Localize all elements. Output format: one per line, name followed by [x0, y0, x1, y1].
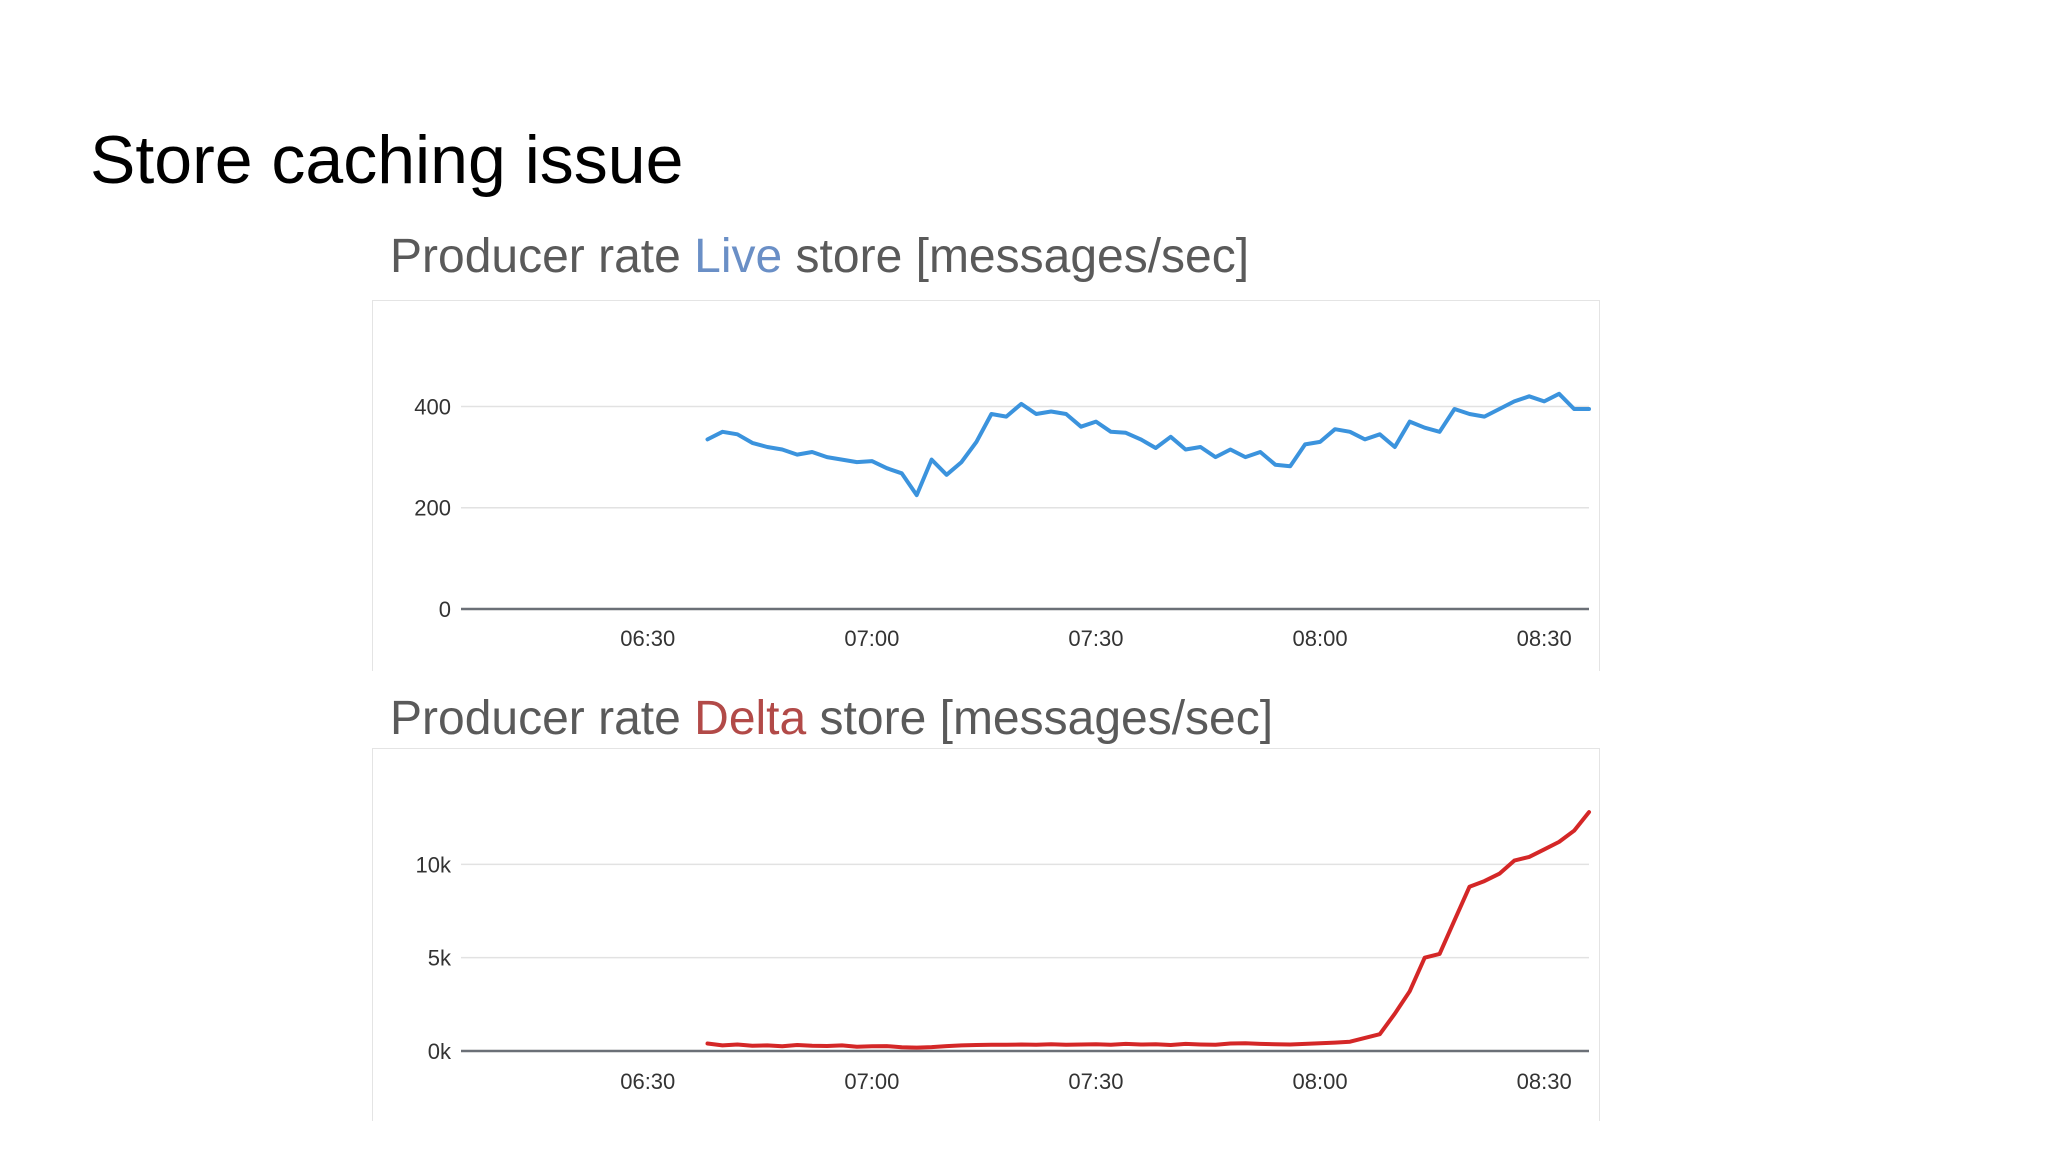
heading-store-name: Live [694, 230, 783, 283]
live-x-tick-label: 07:30 [1068, 626, 1123, 651]
delta-y-tick-label: 0k [428, 1039, 452, 1064]
live-chart-heading: Producer rate Live store [messages/sec] [390, 228, 1249, 286]
live-series-line [705, 391, 1591, 498]
live-chart-panel: 0 200 400 06:30 07:00 07:30 08:00 08:30 [372, 300, 1600, 671]
delta-x-tick-label: 08:00 [1293, 1069, 1348, 1094]
delta-x-tick-label: 06:30 [620, 1069, 675, 1094]
live-x-tick-label: 08:00 [1293, 626, 1348, 651]
live-x-tick-label: 06:30 [620, 626, 675, 651]
delta-series-line [705, 810, 1591, 1050]
delta-x-tick-label: 07:30 [1068, 1069, 1123, 1094]
delta-x-tick-label: 07:00 [844, 1069, 899, 1094]
delta-y-tick-label: 5k [428, 946, 452, 971]
delta-y-tick-label: 10k [416, 852, 452, 877]
live-x-tick-label: 08:30 [1517, 626, 1572, 651]
live-rate-chart: 0 200 400 06:30 07:00 07:30 08:00 08:30 [414, 391, 1591, 651]
heading-store-name: Delta [694, 692, 807, 745]
live-x-tick-label: 07:00 [844, 626, 899, 651]
delta-chart-heading: Producer rate Delta store [messages/sec] [390, 690, 1273, 748]
heading-suffix: store [messages/sec] [782, 230, 1250, 283]
delta-chart-panel: 0k 5k 10k 06:30 07:00 07:30 08:00 08:30 [372, 748, 1600, 1121]
heading-prefix: Producer rate [390, 692, 695, 745]
live-y-tick-label: 200 [414, 496, 451, 521]
delta-x-tick-label: 08:30 [1517, 1069, 1572, 1094]
live-y-tick-label: 400 [414, 394, 451, 419]
delta-rate-chart: 0k 5k 10k 06:30 07:00 07:30 08:00 08:30 [416, 810, 1591, 1094]
live-y-tick-label: 0 [439, 597, 451, 622]
slide-title: Store caching issue [90, 122, 684, 198]
heading-prefix: Producer rate [390, 230, 695, 283]
heading-suffix: store [messages/sec] [806, 692, 1274, 745]
